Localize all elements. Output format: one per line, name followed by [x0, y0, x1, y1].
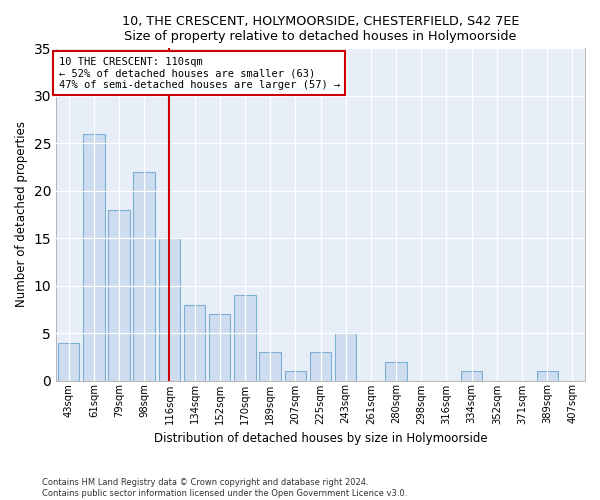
- Bar: [335, 333, 356, 380]
- X-axis label: Distribution of detached houses by size in Holymoorside: Distribution of detached houses by size …: [154, 432, 487, 445]
- Bar: [158, 238, 180, 380]
- Bar: [133, 172, 155, 380]
- Text: 10 THE CRESCENT: 110sqm
← 52% of detached houses are smaller (63)
47% of semi-de: 10 THE CRESCENT: 110sqm ← 52% of detache…: [59, 56, 340, 90]
- Bar: [234, 295, 256, 380]
- Bar: [310, 352, 331, 380]
- Y-axis label: Number of detached properties: Number of detached properties: [15, 122, 28, 308]
- Title: 10, THE CRESCENT, HOLYMOORSIDE, CHESTERFIELD, S42 7EE
Size of property relative : 10, THE CRESCENT, HOLYMOORSIDE, CHESTERF…: [122, 15, 519, 43]
- Bar: [385, 362, 407, 380]
- Bar: [184, 304, 205, 380]
- Text: Contains HM Land Registry data © Crown copyright and database right 2024.
Contai: Contains HM Land Registry data © Crown c…: [42, 478, 407, 498]
- Bar: [83, 134, 104, 380]
- Bar: [284, 371, 306, 380]
- Bar: [536, 371, 558, 380]
- Bar: [259, 352, 281, 380]
- Bar: [109, 210, 130, 380]
- Bar: [461, 371, 482, 380]
- Bar: [58, 342, 79, 380]
- Bar: [209, 314, 230, 380]
